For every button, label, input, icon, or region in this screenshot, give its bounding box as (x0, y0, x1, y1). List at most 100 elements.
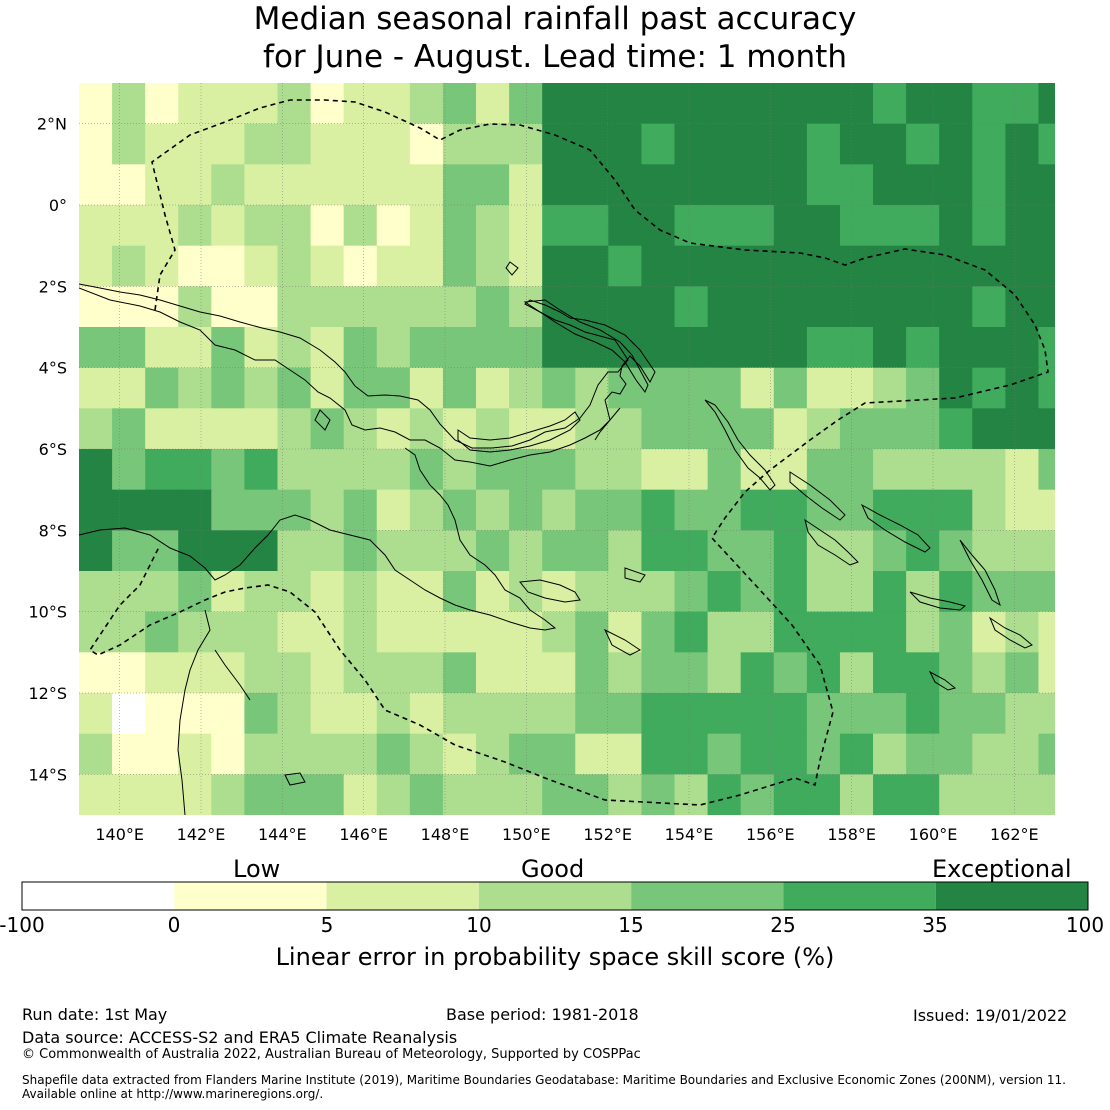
skill-grid-cells (79, 83, 1055, 815)
skill-cell (178, 611, 212, 653)
lon-label: 146°E (339, 825, 388, 844)
skill-cell (641, 571, 676, 613)
skill-cell (1005, 327, 1040, 369)
skill-cell (1038, 774, 1055, 815)
lat-label: 8°S (39, 521, 67, 540)
lon-label: 152°E (583, 825, 632, 844)
skill-cell (244, 774, 279, 815)
skill-cell (277, 733, 312, 775)
skill-cell (112, 530, 146, 572)
graticule (79, 83, 1055, 815)
skill-cell (442, 83, 477, 125)
skill-cell (906, 693, 940, 735)
skill-cell (740, 123, 775, 165)
skill-cell (641, 733, 676, 775)
skill-cell (1038, 205, 1055, 247)
skill-cell (773, 693, 808, 735)
skill-cell (939, 408, 973, 450)
skill-cell (972, 286, 1006, 328)
skill-cell (972, 693, 1006, 735)
skill-cell (873, 327, 907, 369)
skill-cell (608, 123, 643, 165)
skill-cell (939, 164, 973, 206)
issued-date: Issued: 19/01/2022 (913, 1006, 1068, 1025)
skill-cell (773, 774, 808, 815)
skill-cell (542, 164, 576, 206)
skill-cell (839, 571, 874, 613)
skill-cell (1005, 83, 1040, 125)
skill-cell (873, 571, 907, 613)
skill-cell (1038, 489, 1055, 531)
skill-cell (707, 327, 742, 369)
skill-cell (476, 571, 510, 613)
skill-cell (641, 245, 676, 287)
skill-cell (79, 489, 113, 531)
skill-cell (873, 449, 907, 491)
skill-cell (277, 449, 312, 491)
skill-cell (773, 286, 808, 328)
skill-cell (211, 123, 246, 165)
skill-cell (442, 733, 477, 775)
lon-label: 148°E (421, 825, 470, 844)
skill-cell (575, 733, 609, 775)
skill-cell (674, 83, 709, 125)
colorbar-swatch (935, 882, 1088, 910)
cape-york-coast (177, 609, 251, 815)
skill-cell (1038, 693, 1055, 735)
skill-cell (873, 733, 907, 775)
skill-cell (343, 286, 378, 328)
copyright: © Commonwealth of Australia 2022, Austra… (22, 1047, 641, 1062)
skill-cell (244, 83, 279, 125)
skill-cell (740, 245, 775, 287)
skill-cell (343, 245, 378, 287)
skill-cell (145, 205, 179, 247)
skill-cell (839, 733, 874, 775)
skill-cell (674, 449, 709, 491)
skill-cell (310, 449, 345, 491)
skill-cell (310, 693, 345, 735)
skill-cell (442, 367, 477, 409)
skill-cell (806, 83, 841, 125)
skill-cell (112, 774, 146, 815)
lat-label: 0° (49, 196, 67, 215)
skill-cell (343, 733, 378, 775)
skill-cell (707, 530, 742, 572)
colorbar-swatch (174, 882, 327, 910)
skill-cell (112, 205, 146, 247)
skill-cell (740, 611, 775, 653)
run-date: Run date: 1st May (22, 1005, 168, 1024)
skill-cell (839, 611, 874, 653)
skill-cell (145, 571, 179, 613)
skill-cell (310, 652, 345, 694)
skill-cell (542, 83, 576, 125)
skill-cell (674, 571, 709, 613)
skill-cell (939, 205, 973, 247)
skill-cell (608, 449, 643, 491)
skill-cell (277, 489, 312, 531)
skill-cell (277, 530, 312, 572)
lon-label: 158°E (827, 825, 876, 844)
skill-cell (608, 164, 643, 206)
skill-cell (79, 530, 113, 572)
skill-cell (906, 733, 940, 775)
skill-cell (442, 530, 477, 572)
skill-cell (972, 164, 1006, 206)
skill-cell (376, 774, 411, 815)
skill-cell (178, 164, 212, 206)
new-britain-coast (457, 407, 621, 453)
skill-cell (707, 611, 742, 653)
skill-cell (476, 489, 510, 531)
skill-cell (211, 205, 246, 247)
skill-cell (1038, 611, 1055, 653)
skill-cell (906, 83, 940, 125)
cbar-tick: 5 (320, 913, 334, 937)
skill-cell (1005, 774, 1040, 815)
south-new-guinea-coast (79, 447, 557, 631)
legend-good: Good (521, 855, 585, 883)
skill-cell (740, 774, 775, 815)
skill-cell (476, 367, 510, 409)
skill-cell (608, 652, 643, 694)
skill-cell (211, 652, 246, 694)
skill-cell (145, 774, 179, 815)
skill-cell (542, 245, 576, 287)
